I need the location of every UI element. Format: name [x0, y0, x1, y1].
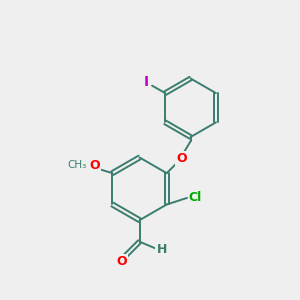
Text: O: O [89, 159, 100, 172]
Text: O: O [116, 255, 127, 268]
Text: H: H [157, 243, 167, 256]
Text: Cl: Cl [189, 190, 202, 203]
Text: O: O [176, 152, 187, 165]
Text: CH₃: CH₃ [68, 160, 87, 170]
Text: I: I [144, 75, 149, 89]
